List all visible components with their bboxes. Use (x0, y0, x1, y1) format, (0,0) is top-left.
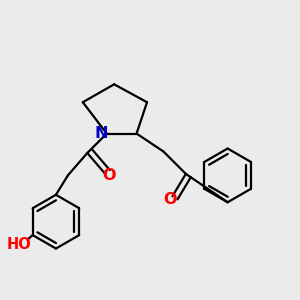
Text: HO: HO (6, 237, 31, 252)
Text: O: O (102, 168, 116, 183)
Text: N: N (94, 126, 108, 141)
Text: O: O (163, 192, 177, 207)
